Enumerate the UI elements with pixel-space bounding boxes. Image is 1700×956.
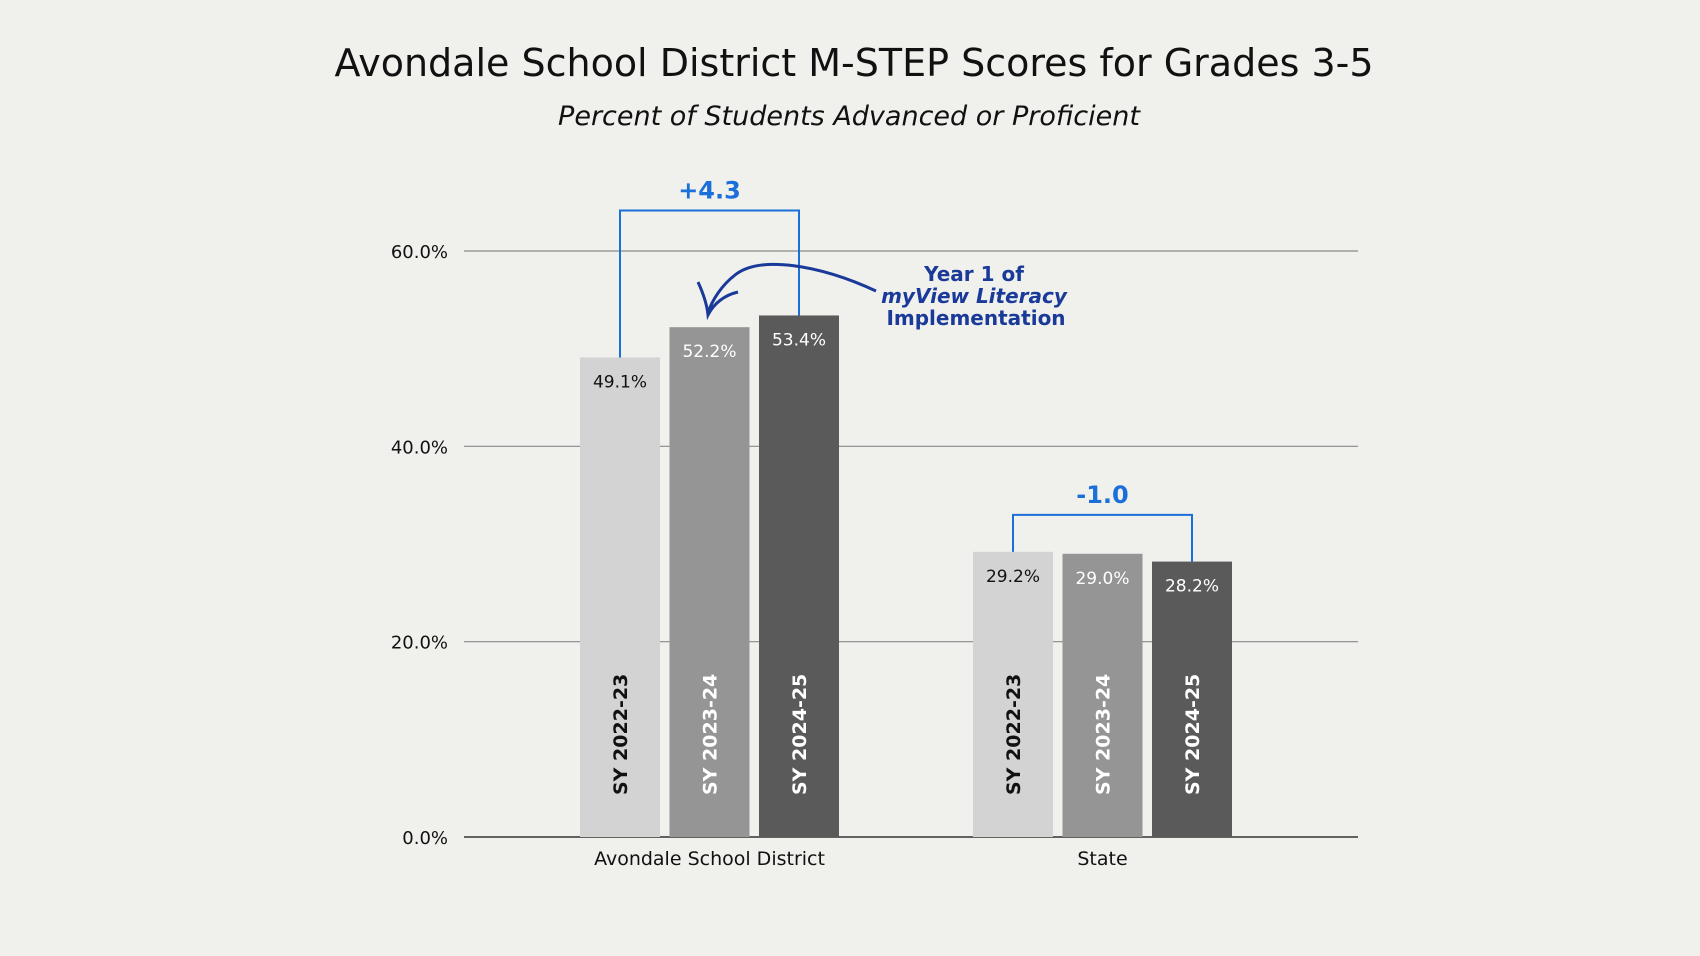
delta-bracket xyxy=(619,209,800,358)
bar-series-label: SY 2022-23 xyxy=(1003,674,1025,795)
delta-bracket xyxy=(1012,513,1193,562)
y-tick-label: 0.0% xyxy=(402,828,448,849)
y-tick-label: 40.0% xyxy=(391,437,448,458)
bar-series-label: SY 2023-24 xyxy=(1093,674,1115,795)
callout-arrow-icon xyxy=(706,262,877,314)
bars: 49.1% SY 2022-23 52.2% SY 2023-24 53.4% SY 20… xyxy=(580,315,1232,870)
callout: Year 1 of myView Literacy Implementation xyxy=(696,262,1068,330)
bar xyxy=(669,327,750,837)
bar xyxy=(759,315,839,838)
bar-value-label: 52.2% xyxy=(682,342,736,362)
bar-series-label: SY 2023-24 xyxy=(700,674,722,795)
y-tick-label: 60.0% xyxy=(391,242,448,263)
callout-line-2: myView Literacy xyxy=(881,284,1068,308)
bar-value-label: 29.0% xyxy=(1075,569,1129,589)
y-tick-label: 20.0% xyxy=(391,633,448,654)
bar-value-label: 29.2% xyxy=(986,567,1040,587)
annotations: +4.3 -1.0 xyxy=(619,176,1193,562)
bar-series-label: SY 2024-25 xyxy=(1182,674,1204,795)
bar xyxy=(973,551,1053,837)
delta-label: +4.3 xyxy=(678,176,741,204)
x-category-label: State xyxy=(1077,848,1127,870)
x-category-label: Avondale School District xyxy=(594,848,825,870)
bar xyxy=(1062,553,1143,837)
callout-line-1: Year 1 of xyxy=(923,262,1024,286)
bar-value-label: 49.1% xyxy=(593,372,647,392)
delta-label: -1.0 xyxy=(1076,481,1128,509)
callout-arrowhead-icon xyxy=(696,281,739,321)
bar-series-label: SY 2022-23 xyxy=(610,674,632,795)
bar xyxy=(1152,561,1232,837)
chart-title: Avondale School District M-STEP Scores f… xyxy=(334,41,1373,85)
bar-value-label: 53.4% xyxy=(772,330,826,350)
callout-line-3: Implementation xyxy=(886,306,1065,330)
chart-subtitle: Percent of Students Advanced or Proficie… xyxy=(558,101,1141,132)
bar-value-label: 28.2% xyxy=(1165,577,1219,597)
bar-series-label: SY 2024-25 xyxy=(789,674,811,795)
bar xyxy=(580,357,660,837)
